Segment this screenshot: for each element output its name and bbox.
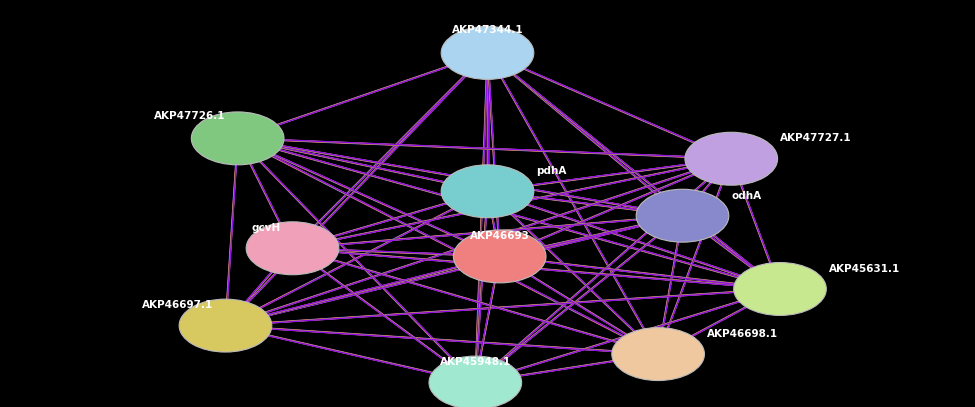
Text: AKP47726.1: AKP47726.1	[154, 111, 225, 121]
Text: odhA: odhA	[731, 191, 761, 201]
Ellipse shape	[191, 112, 284, 165]
Ellipse shape	[612, 328, 704, 381]
Ellipse shape	[684, 132, 778, 185]
Text: AKP45948.1: AKP45948.1	[440, 357, 511, 367]
Ellipse shape	[441, 165, 534, 218]
Ellipse shape	[179, 299, 272, 352]
Text: AKP45631.1: AKP45631.1	[829, 263, 900, 274]
Ellipse shape	[636, 189, 729, 242]
Text: AKP47727.1: AKP47727.1	[780, 133, 851, 143]
Text: AKP46697.1: AKP46697.1	[142, 300, 214, 310]
Text: gcvH: gcvH	[252, 223, 281, 233]
Ellipse shape	[453, 230, 546, 283]
Ellipse shape	[429, 356, 522, 407]
Text: AKP46698.1: AKP46698.1	[707, 329, 778, 339]
Ellipse shape	[733, 263, 827, 315]
Text: pdhA: pdhA	[536, 166, 566, 176]
Ellipse shape	[441, 26, 534, 79]
Ellipse shape	[247, 222, 339, 275]
Text: AKP46693: AKP46693	[470, 231, 529, 241]
Text: AKP47344.1: AKP47344.1	[451, 24, 524, 35]
